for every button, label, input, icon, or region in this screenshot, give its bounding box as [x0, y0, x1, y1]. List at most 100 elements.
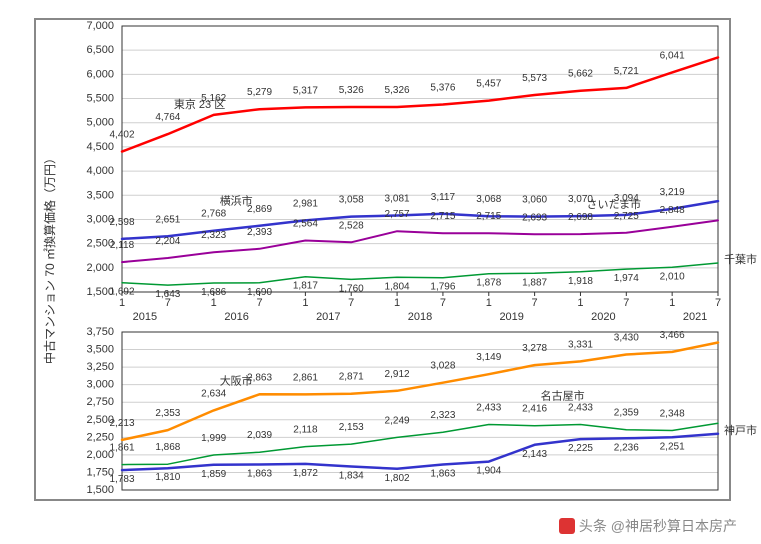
svg-text:5,376: 5,376 [430, 83, 455, 94]
svg-text:1,760: 1,760 [339, 283, 364, 294]
svg-text:1: 1 [119, 297, 125, 309]
svg-text:1,817: 1,817 [293, 281, 318, 292]
svg-text:横浜市: 横浜市 [220, 194, 253, 208]
svg-text:3,000: 3,000 [86, 379, 114, 391]
svg-text:1,690: 1,690 [247, 287, 272, 298]
svg-text:2,861: 2,861 [293, 372, 318, 383]
svg-text:2,693: 2,693 [522, 212, 547, 223]
svg-text:2,651: 2,651 [155, 214, 180, 225]
svg-text:名古屋市: 名古屋市 [541, 389, 585, 403]
svg-text:2,715: 2,715 [430, 211, 455, 222]
svg-text:7: 7 [256, 297, 262, 309]
watermark-prefix: 头条 [579, 518, 607, 534]
svg-text:2,848: 2,848 [660, 205, 685, 216]
svg-text:1: 1 [394, 297, 400, 309]
svg-text:1,810: 1,810 [155, 472, 180, 483]
svg-text:7: 7 [715, 297, 721, 309]
svg-text:2,871: 2,871 [339, 372, 364, 383]
svg-text:3,278: 3,278 [522, 343, 547, 354]
svg-text:5,500: 5,500 [86, 93, 114, 105]
svg-text:2017: 2017 [316, 311, 340, 323]
svg-text:1,868: 1,868 [155, 442, 180, 453]
watermark: 头条 @神居秒算日本房产 [559, 516, 737, 536]
svg-text:2,323: 2,323 [430, 410, 455, 421]
svg-text:2,143: 2,143 [522, 449, 547, 460]
watermark-account: @神居秒算日本房产 [611, 518, 737, 534]
svg-text:2,433: 2,433 [568, 402, 593, 413]
svg-text:3,068: 3,068 [476, 194, 501, 205]
svg-text:6,000: 6,000 [86, 68, 114, 80]
svg-text:千葉市: 千葉市 [724, 252, 757, 266]
svg-text:3,500: 3,500 [86, 189, 114, 201]
svg-text:2,564: 2,564 [293, 219, 318, 230]
svg-text:1,863: 1,863 [247, 469, 272, 480]
svg-text:2,118: 2,118 [110, 240, 135, 251]
svg-text:2019: 2019 [499, 311, 523, 323]
svg-text:2,204: 2,204 [155, 236, 180, 247]
svg-text:1,859: 1,859 [201, 469, 226, 480]
svg-text:1: 1 [302, 297, 308, 309]
svg-text:1,878: 1,878 [476, 278, 501, 289]
svg-text:2,323: 2,323 [201, 230, 226, 241]
svg-text:2,213: 2,213 [109, 418, 134, 429]
svg-text:2,725: 2,725 [614, 211, 639, 222]
svg-text:中古マンション 70 ㎡換算価格（万円）: 中古マンション 70 ㎡換算価格（万円） [42, 152, 57, 364]
svg-text:1,887: 1,887 [522, 277, 547, 288]
svg-text:1: 1 [211, 297, 217, 309]
svg-text:3,081: 3,081 [385, 194, 410, 205]
svg-text:2,353: 2,353 [155, 408, 180, 419]
svg-text:3,500: 3,500 [86, 344, 114, 356]
svg-text:1,863: 1,863 [430, 469, 455, 480]
svg-text:1,872: 1,872 [293, 468, 318, 479]
svg-text:4,000: 4,000 [86, 165, 114, 177]
svg-text:2,981: 2,981 [293, 198, 318, 209]
svg-text:7: 7 [532, 297, 538, 309]
svg-text:1,834: 1,834 [339, 471, 364, 482]
svg-text:2,000: 2,000 [86, 262, 114, 274]
chart-svg: 1,5002,0002,5003,0003,5004,0004,5005,000… [0, 0, 761, 544]
svg-text:1,500: 1,500 [86, 484, 114, 496]
svg-text:大阪市: 大阪市 [220, 373, 253, 387]
svg-text:2,225: 2,225 [568, 443, 593, 454]
svg-text:2016: 2016 [224, 311, 248, 323]
svg-text:2,251: 2,251 [660, 441, 685, 452]
svg-text:3,331: 3,331 [568, 339, 593, 350]
svg-text:2,598: 2,598 [109, 217, 134, 228]
svg-text:4,402: 4,402 [109, 130, 134, 141]
svg-text:2,348: 2,348 [660, 408, 685, 419]
svg-text:5,662: 5,662 [568, 69, 593, 80]
svg-text:2,433: 2,433 [476, 402, 501, 413]
svg-text:4,500: 4,500 [86, 141, 114, 153]
svg-text:7,000: 7,000 [86, 20, 114, 32]
svg-text:2,359: 2,359 [614, 408, 639, 419]
svg-text:3,219: 3,219 [660, 187, 685, 198]
svg-text:1: 1 [486, 297, 492, 309]
svg-text:2,039: 2,039 [247, 430, 272, 441]
svg-text:2,249: 2,249 [385, 415, 410, 426]
svg-text:2,528: 2,528 [339, 220, 364, 231]
svg-text:1,861: 1,861 [109, 443, 134, 454]
svg-text:3,058: 3,058 [339, 195, 364, 206]
svg-text:3,750: 3,750 [86, 326, 114, 338]
svg-text:3,060: 3,060 [522, 195, 547, 206]
svg-text:2,768: 2,768 [201, 209, 226, 220]
svg-text:5,721: 5,721 [614, 66, 639, 77]
svg-text:1,804: 1,804 [385, 281, 410, 292]
svg-text:1,783: 1,783 [109, 474, 134, 485]
svg-text:2,715: 2,715 [476, 211, 501, 222]
svg-text:3,028: 3,028 [430, 361, 455, 372]
svg-text:2,912: 2,912 [385, 369, 410, 380]
svg-text:1,904: 1,904 [476, 466, 501, 477]
svg-text:5,573: 5,573 [522, 73, 547, 84]
svg-text:1: 1 [669, 297, 675, 309]
svg-text:3,117: 3,117 [431, 192, 456, 203]
svg-text:2,750: 2,750 [86, 396, 114, 408]
svg-text:東京 23 区: 東京 23 区 [174, 97, 225, 111]
svg-text:3,466: 3,466 [660, 330, 685, 341]
svg-text:5,457: 5,457 [476, 79, 501, 90]
svg-text:2,416: 2,416 [522, 404, 547, 415]
svg-text:さいたま市: さいたま市 [586, 197, 641, 211]
svg-text:1,686: 1,686 [201, 287, 226, 298]
svg-text:2,153: 2,153 [339, 422, 364, 433]
figure-root: 1,5002,0002,5003,0003,5004,0004,5005,000… [0, 0, 761, 544]
